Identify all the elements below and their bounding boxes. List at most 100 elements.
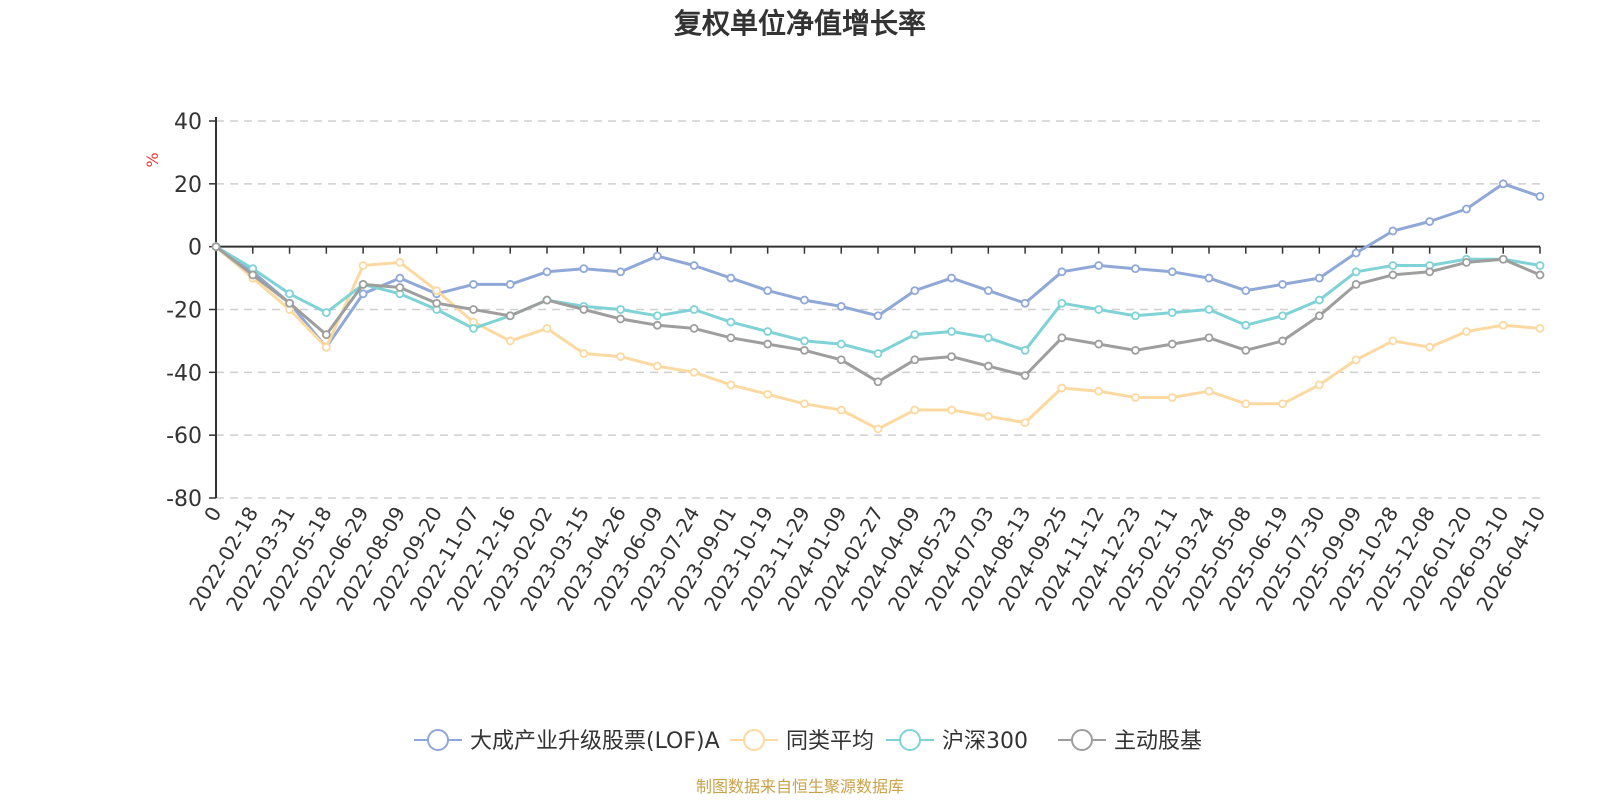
data-point	[1535, 261, 1545, 270]
data-point	[910, 405, 920, 415]
legend[interactable]: 大成产业升级股票(LOF)A 同类平均 沪深300 主动股基	[414, 729, 1202, 754]
data-point	[726, 273, 736, 283]
data-point	[689, 305, 699, 314]
data-source-note: 制图数据来自恒生聚源数据库	[696, 777, 904, 796]
x-tick-label: 0	[199, 503, 226, 526]
data-point	[652, 251, 662, 261]
data-point	[1094, 305, 1104, 314]
legend-marker	[899, 729, 921, 751]
legend-marker	[1071, 729, 1093, 751]
data-point	[432, 298, 442, 308]
data-point	[321, 330, 331, 340]
data-point	[1131, 311, 1140, 321]
data-point	[1314, 311, 1324, 321]
data-point	[873, 377, 883, 387]
data-point	[1535, 270, 1545, 280]
y-tick-label: -40	[166, 361, 202, 386]
data-point	[873, 424, 883, 434]
data-point	[983, 333, 993, 343]
data-point	[505, 279, 515, 289]
legend-item-3[interactable]: 主动股基	[1058, 729, 1202, 754]
data-point	[542, 323, 552, 333]
data-point	[616, 267, 625, 277]
data-point	[689, 367, 699, 377]
data-point	[285, 298, 294, 308]
data-point	[836, 405, 846, 415]
data-point	[1241, 286, 1251, 296]
data-point	[1020, 371, 1030, 380]
series-3	[211, 242, 1545, 387]
axes	[215, 117, 1541, 498]
data-point	[1020, 298, 1030, 308]
data-point	[873, 349, 883, 358]
data-point	[910, 286, 920, 296]
data-point	[1057, 333, 1067, 343]
data-point	[1498, 254, 1508, 264]
data-point	[1314, 295, 1324, 305]
data-point	[1388, 226, 1398, 236]
data-point	[579, 349, 589, 358]
data-point	[652, 311, 662, 321]
data-point	[1167, 393, 1177, 402]
data-point	[1204, 333, 1214, 343]
data-point	[800, 336, 809, 346]
series-0	[211, 179, 1545, 352]
data-point	[1278, 311, 1287, 321]
data-point	[689, 261, 699, 270]
data-point	[1020, 418, 1030, 428]
data-point	[1167, 308, 1177, 318]
legend-item-2[interactable]: 沪深300	[886, 729, 1028, 754]
y-tick-label: 20	[174, 173, 202, 198]
data-point	[763, 327, 773, 336]
legend-item-0[interactable]: 大成产业升级股票(LOF)A	[414, 729, 720, 754]
series-line	[214, 245, 1542, 431]
data-point	[1388, 261, 1398, 270]
data-point	[983, 361, 993, 371]
data-point	[1425, 342, 1435, 352]
data-point	[726, 317, 736, 327]
data-point	[1425, 267, 1435, 277]
data-point	[800, 345, 809, 355]
data-point	[1094, 386, 1104, 396]
data-point	[579, 264, 589, 274]
data-point	[1351, 355, 1361, 365]
data-point	[395, 283, 405, 292]
legend-label: 大成产业升级股票(LOF)A	[470, 729, 720, 754]
data-point	[505, 336, 515, 346]
data-point	[1131, 264, 1140, 274]
y-tick-label: -20	[166, 299, 202, 324]
data-point	[763, 389, 773, 399]
data-point	[1020, 345, 1030, 355]
data-point	[800, 295, 809, 305]
data-point	[358, 289, 368, 299]
data-point	[983, 286, 993, 296]
data-point	[542, 267, 552, 277]
data-point	[726, 380, 736, 390]
data-point	[1462, 327, 1471, 336]
data-point	[1535, 191, 1545, 201]
data-point	[836, 339, 846, 349]
data-point	[1314, 273, 1324, 283]
data-point	[1167, 339, 1177, 349]
y-tick-label: 0	[188, 236, 202, 261]
data-point	[1314, 380, 1324, 390]
data-point	[836, 301, 846, 311]
data-point	[1057, 267, 1067, 277]
data-point	[1204, 273, 1214, 283]
legend-item-1[interactable]: 同类平均	[730, 729, 874, 754]
data-point	[1498, 320, 1508, 330]
x-axis-ticks: 02022-02-182022-03-312022-05-182022-06-2…	[184, 503, 1550, 616]
data-point	[836, 355, 846, 365]
data-point	[800, 399, 809, 409]
data-point	[1131, 345, 1140, 355]
data-point	[321, 308, 331, 318]
series-line	[214, 182, 1542, 349]
legend-label: 沪深300	[942, 729, 1028, 754]
data-point	[652, 320, 662, 330]
data-point	[1094, 339, 1104, 349]
data-point	[947, 405, 956, 415]
data-point	[1462, 257, 1471, 267]
data-point	[726, 333, 736, 343]
data-point	[579, 305, 589, 314]
